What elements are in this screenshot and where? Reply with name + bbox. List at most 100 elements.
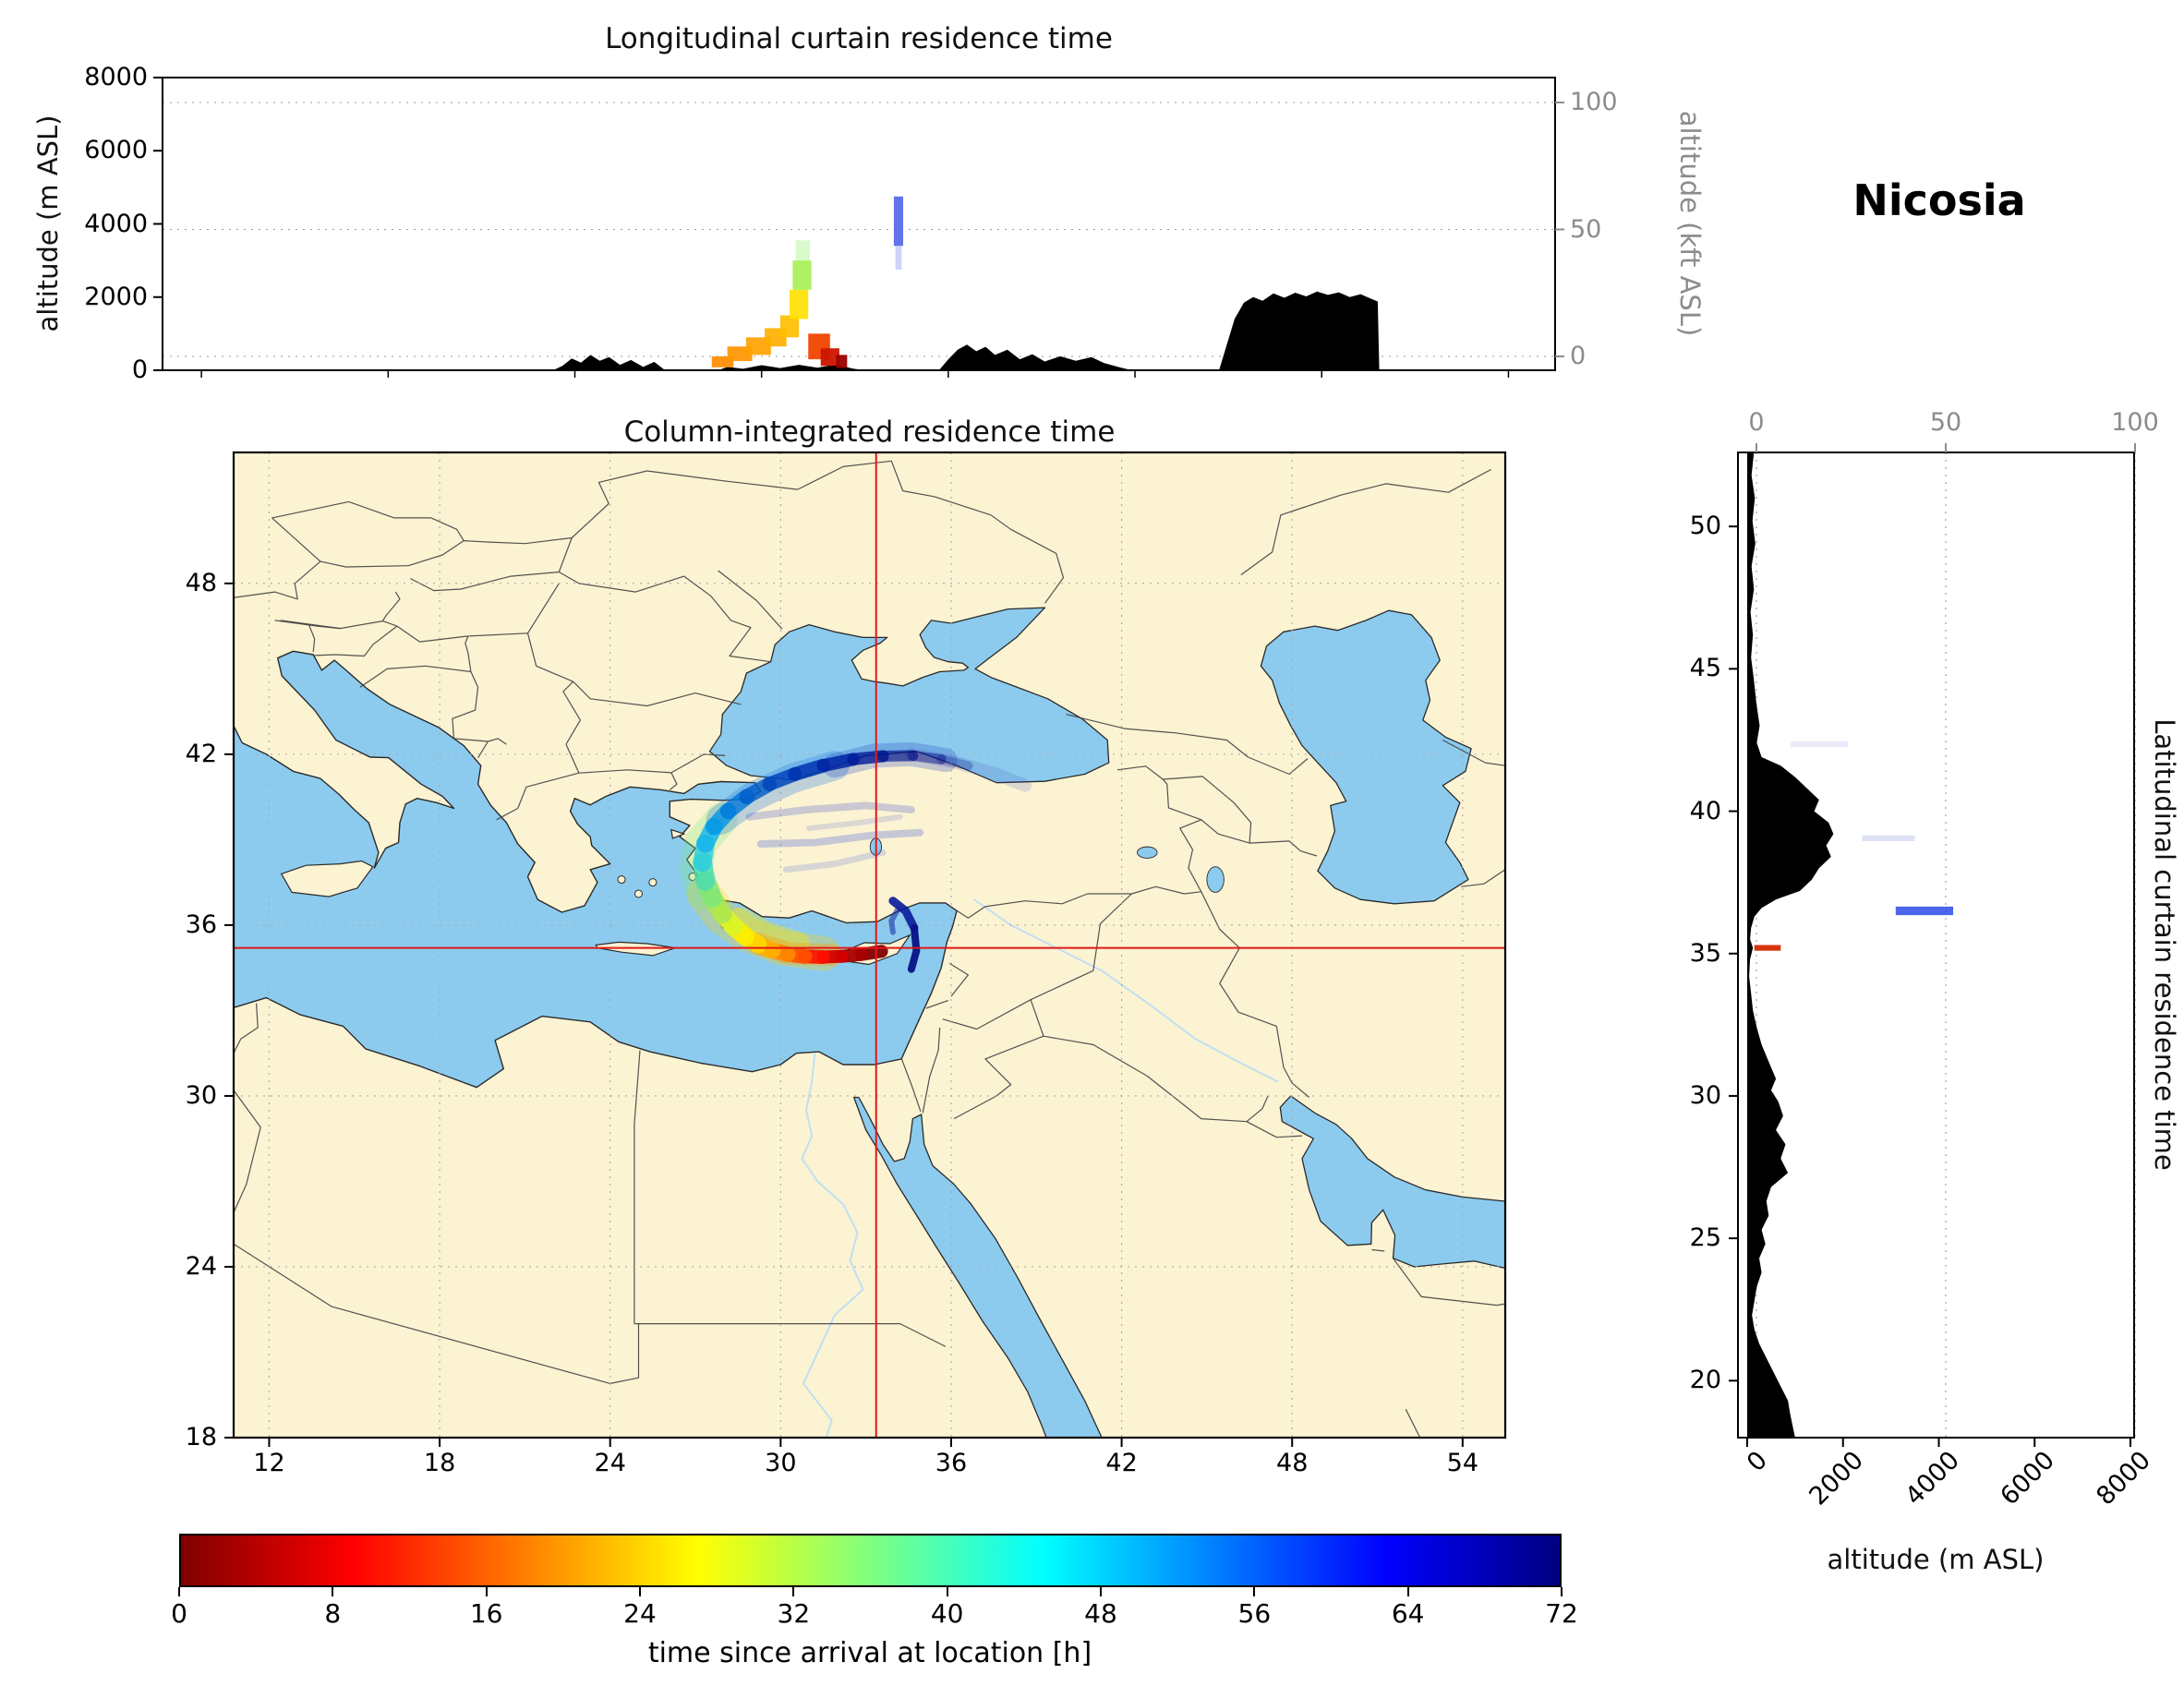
residence-cell <box>711 355 734 367</box>
map-lon-tick: 24 <box>594 1449 626 1477</box>
lat-tick: 45 <box>1689 654 1721 683</box>
colorbar-tick-mark <box>1100 1587 1102 1596</box>
residence-cell <box>792 260 812 290</box>
country-border <box>396 625 468 643</box>
lat-tick: 35 <box>1689 938 1721 968</box>
sea-polygon <box>1260 609 1472 905</box>
colorbar-tick: 24 <box>623 1598 657 1629</box>
country-border <box>465 635 472 672</box>
country-border <box>233 1003 259 1054</box>
residence-cell <box>895 246 902 271</box>
country-border <box>348 500 465 541</box>
island <box>670 828 686 839</box>
lat-tick: 30 <box>1689 1080 1721 1110</box>
sea-polygon <box>1279 1095 1506 1270</box>
country-border <box>526 632 573 682</box>
right-panel-xlabel: altitude (m ASL) <box>1827 1544 2045 1575</box>
colorbar-tick-mark <box>639 1587 641 1596</box>
country-border <box>408 540 465 567</box>
residence-cell <box>820 348 839 367</box>
country-border <box>345 565 409 568</box>
map-lon-tick: 54 <box>1446 1449 1478 1477</box>
residence-cell <box>836 355 848 368</box>
country-border <box>571 470 798 538</box>
station-name-title: Nicosia <box>1852 175 2026 225</box>
lake <box>1206 866 1225 893</box>
country-border <box>271 500 349 519</box>
country-border <box>942 999 1032 1030</box>
longitudinal-curtain-canvas <box>153 77 1564 378</box>
lat-tick: 40 <box>1689 796 1721 825</box>
colorbar-tick: 72 <box>1545 1598 1578 1629</box>
terrain-profile <box>163 291 1555 370</box>
country-border <box>558 537 771 663</box>
map-lat-tick: 24 <box>185 1251 217 1281</box>
colorbar-tick-mark <box>1253 1587 1256 1596</box>
longitudinal-curtain-panel <box>153 77 1564 378</box>
sea-polygon <box>853 1096 1103 1439</box>
altitude-kft-tick: 0 <box>1570 342 1587 370</box>
country-border <box>1131 885 1201 895</box>
colorbar-tick-mark <box>792 1587 795 1596</box>
country-border <box>496 772 580 821</box>
country-border <box>900 1057 922 1113</box>
small-island <box>633 889 643 898</box>
curtain-frame <box>1737 452 2135 1439</box>
map-lon-tick: 48 <box>1276 1449 1309 1477</box>
country-border <box>453 738 489 742</box>
map-lat-tick: 48 <box>185 568 217 597</box>
residence-cell <box>795 240 810 261</box>
colorbar-tick-mark <box>1406 1587 1409 1596</box>
altitude-m-tick: 4000 <box>84 209 148 238</box>
colorbar-tick-mark <box>946 1587 948 1596</box>
country-border <box>925 1000 949 1009</box>
country-border <box>233 560 346 600</box>
colorbar-tick-mark <box>1561 1587 1563 1596</box>
country-border <box>359 665 471 688</box>
country-border <box>477 738 507 759</box>
altitude-m-tick: 8000 <box>84 63 148 91</box>
colorbar-tick-mark <box>178 1587 180 1596</box>
residence-cell <box>1862 835 1915 841</box>
country-border <box>410 571 560 592</box>
country-border <box>381 591 401 621</box>
country-border <box>1043 1035 1248 1123</box>
country-border <box>565 743 580 774</box>
country-border <box>578 769 671 774</box>
colorbar-tick: 40 <box>930 1598 964 1629</box>
river <box>973 898 1279 1083</box>
lat-tick: 20 <box>1689 1366 1721 1395</box>
lat-tick: 50 <box>1689 512 1721 541</box>
altitude-m-tick: 6000 <box>84 136 148 165</box>
altitude-kft-axis-label: altitude (kft ASL) <box>1674 110 1706 337</box>
colorbar-tick: 48 <box>1084 1598 1117 1629</box>
country-border <box>1248 756 1309 776</box>
country-border <box>1116 765 1202 893</box>
landmass <box>233 452 1506 1439</box>
colorbar-tick-mark <box>485 1587 488 1596</box>
country-border <box>526 583 560 634</box>
colorbar <box>179 1534 1562 1587</box>
residence-cell <box>779 315 800 338</box>
country-border <box>1201 891 1310 1098</box>
country-border <box>633 1322 947 1347</box>
country-border <box>280 620 398 630</box>
colorbar-tick: 32 <box>777 1598 811 1629</box>
altitude-kft-tick: 50 <box>1570 214 1602 244</box>
country-border <box>1030 999 1044 1037</box>
residence-cell <box>1895 906 1954 916</box>
colorbar-tick: 64 <box>1391 1598 1425 1629</box>
altitude-kft-tick: 0 <box>1748 408 1765 437</box>
country-border <box>1442 739 1506 766</box>
country-border <box>949 962 970 997</box>
map-lat-tick: 42 <box>185 739 217 768</box>
country-border <box>271 517 321 562</box>
residence-time-plume <box>679 741 1032 973</box>
country-border <box>1240 468 1491 576</box>
lat-tick: 25 <box>1689 1223 1721 1253</box>
map-panel <box>224 451 1507 1447</box>
altitude-kft-tick: 100 <box>2111 408 2159 437</box>
country-border <box>953 1035 1044 1120</box>
latitudinal-curtain-panel <box>1729 443 2136 1447</box>
